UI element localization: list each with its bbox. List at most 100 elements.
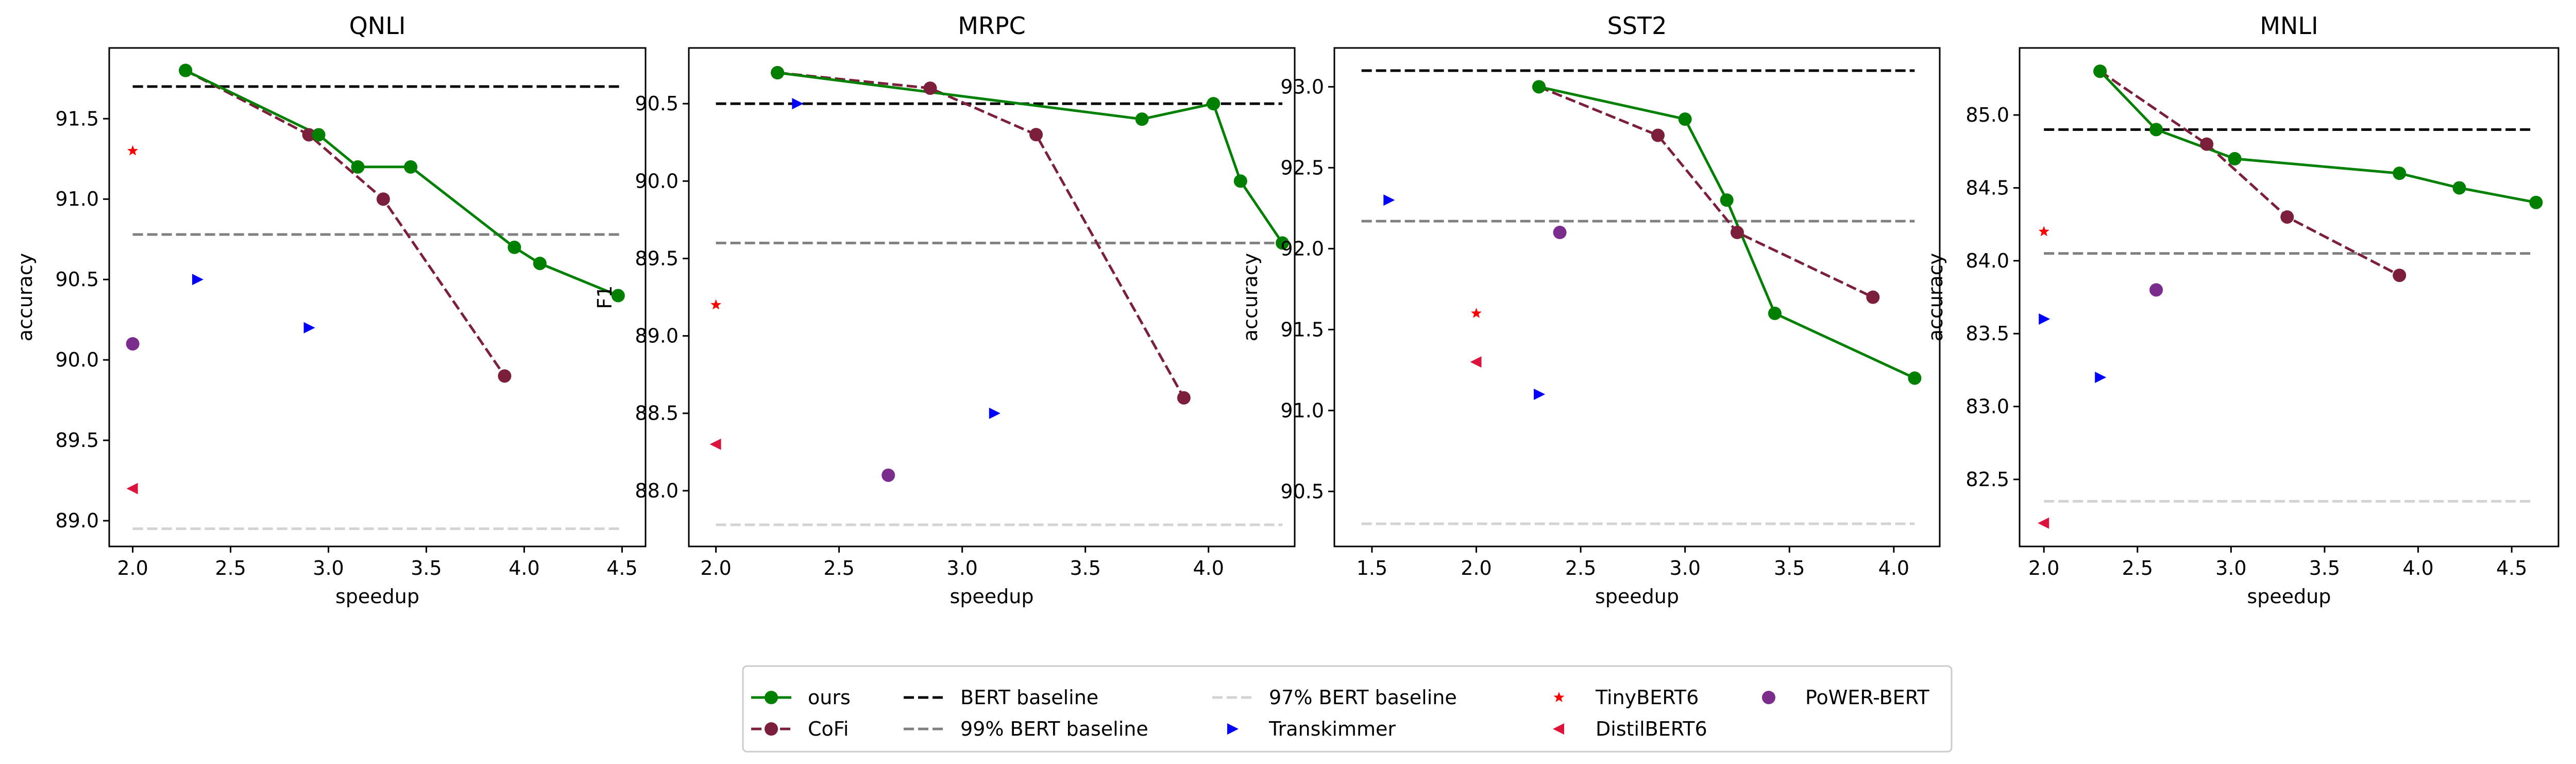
distilbert-point [126, 483, 138, 494]
x-tick-label: 2.0 [700, 557, 731, 579]
distilbert-point [2038, 517, 2049, 529]
ours-point [1678, 112, 1692, 126]
y-tick-label: 88.0 [635, 479, 679, 502]
ours-point [2149, 123, 2163, 137]
x-tick-label: 2.5 [823, 557, 854, 579]
transkimmer-point [989, 407, 1001, 419]
legend-label: BERT baseline [960, 686, 1098, 709]
transkimmer-point [303, 322, 315, 334]
ours-point [507, 240, 521, 254]
x-axis-label: speedup [950, 585, 1033, 608]
legend-label: Transkimmer [1268, 718, 1396, 740]
y-tick-label: 83.5 [1965, 322, 2009, 345]
legend-swatch-marker [1553, 692, 1565, 702]
y-tick-label: 85.0 [1965, 104, 2009, 126]
y-tick-label: 90.0 [635, 170, 679, 192]
legend-label: CoFi [808, 718, 849, 740]
legend-item-tinybert: TinyBERT6 [1553, 686, 1699, 709]
y-tick-label: 92.0 [1280, 237, 1324, 260]
x-axis-label: speedup [1595, 585, 1679, 608]
x-tick-label: 4.0 [1878, 557, 1909, 579]
transkimmer-point [1383, 194, 1395, 206]
transkimmer-point [2039, 313, 2050, 325]
legend-box [742, 665, 1953, 753]
cofi-point [2393, 269, 2406, 283]
y-tick-label: 90.5 [1280, 480, 1324, 503]
ours-point [2529, 195, 2543, 209]
y-tick-label: 89.5 [55, 429, 99, 452]
x-tick-label: 3.5 [1774, 557, 1805, 579]
legend-label: DistilBERT6 [1596, 718, 1707, 740]
legend-swatch-marker [765, 691, 778, 704]
ours-point [312, 128, 326, 142]
legend-label: TinyBERT6 [1595, 686, 1699, 709]
ours-point [771, 66, 785, 80]
cofi-series-line [777, 71, 1185, 398]
ours-point [2393, 167, 2406, 180]
plot-frame [108, 47, 647, 547]
powerbert-point [126, 337, 140, 351]
cofi-point [302, 128, 316, 142]
legend-item-distilbert: DistilBERT6 [1553, 718, 1707, 740]
y-tick-label: 84.0 [1965, 250, 2009, 272]
x-tick-label: 3.5 [411, 557, 442, 579]
ours-point [533, 256, 547, 270]
powerbert-point [882, 468, 895, 482]
y-tick-label: 83.0 [1965, 395, 2009, 418]
ours-point [2228, 152, 2242, 165]
ours-point [1233, 174, 1247, 188]
y-tick-label: 89.0 [55, 509, 99, 532]
y-tick-label: 89.0 [635, 325, 679, 347]
y-tick-label: 91.5 [55, 107, 99, 130]
legend-item-transkimmer: Transkimmer [1227, 718, 1396, 740]
ours-point [1908, 371, 1922, 385]
cofi-point [376, 192, 390, 206]
ours-point [2452, 181, 2466, 195]
ours-point [404, 160, 418, 174]
y-tick-label: 82.5 [1965, 468, 2009, 491]
plot-frame [2019, 47, 2560, 547]
y-tick-label: 90.5 [55, 268, 99, 291]
cofi-series-line [1538, 86, 1874, 298]
x-tick-label: 3.0 [946, 557, 977, 579]
cofi-point [1651, 128, 1665, 142]
powerbert-point [2149, 283, 2163, 297]
cofi-point [923, 81, 937, 95]
legend-item-bert: BERT baseline [904, 686, 1098, 709]
ours-series-line [2099, 70, 2536, 204]
x-tick-label: 4.5 [2496, 557, 2527, 579]
ours-series-line [1538, 85, 1916, 379]
x-tick-label: 1.5 [1357, 557, 1387, 579]
y-tick-label: 90.0 [55, 348, 99, 371]
cofi-point [498, 369, 512, 383]
x-tick-label: 4.0 [2402, 557, 2433, 579]
chart-title: MRPC [958, 12, 1026, 40]
tinybert-point [710, 299, 721, 310]
legend-swatch-marker [1227, 723, 1239, 735]
transkimmer-point [1534, 388, 1546, 400]
cofi-point [1029, 128, 1043, 142]
legend-swatch-marker [1762, 691, 1775, 704]
y-axis-label: accuracy [1924, 253, 1947, 341]
ours-series-line [777, 71, 1284, 244]
x-axis-label: speedup [2247, 585, 2331, 608]
x-tick-label: 2.0 [1461, 557, 1492, 579]
y-tick-label: 88.5 [635, 402, 679, 425]
powerbert-point [1553, 225, 1567, 239]
legend-label: 97% BERT baseline [1269, 686, 1457, 709]
legend-label: ours [808, 686, 851, 709]
y-axis-label: accuracy [14, 253, 37, 341]
y-tick-label: 89.5 [635, 247, 679, 270]
x-tick-label: 3.5 [2309, 557, 2340, 579]
panel-sst2: 1.5 2.0 2.5 3.0 3.5 4.0 90.5 91.0 91.5 92.0 92.5 93… [1239, 12, 1941, 608]
legend-item-powerbert: PoWER-BERT [1762, 686, 1929, 709]
ours-point [1135, 112, 1149, 126]
chart-title: SST2 [1607, 12, 1667, 40]
distilbert-point [709, 438, 721, 450]
x-tick-label: 3.0 [1669, 557, 1700, 579]
legend-item-b97: 97% BERT baseline [1212, 686, 1457, 709]
x-tick-label: 4.0 [509, 557, 539, 579]
tinybert-point [127, 145, 139, 156]
distilbert-point [1470, 356, 1482, 368]
